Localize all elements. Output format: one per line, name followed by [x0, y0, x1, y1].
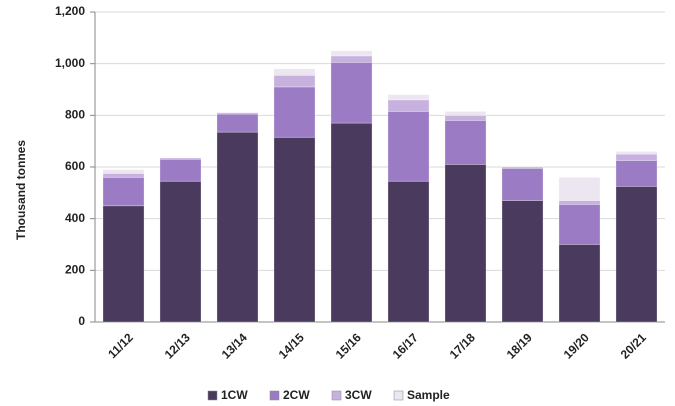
bar-segment — [444, 120, 487, 165]
y-tick-label: 0 — [78, 314, 85, 328]
x-tick-label: 16/17 — [390, 330, 421, 361]
bar-segment — [615, 160, 658, 187]
bar-segment — [273, 86, 316, 138]
bar-segment — [159, 180, 202, 323]
y-tick-label: 600 — [65, 159, 85, 173]
x-tick-label: 20/21 — [618, 330, 649, 361]
bar-segment — [501, 166, 544, 169]
x-tick-label: 11/12 — [105, 330, 136, 361]
legend-label: Sample — [407, 388, 450, 402]
bar-segment — [501, 167, 544, 201]
bar-segment — [273, 136, 316, 323]
x-tick-label: 15/16 — [333, 330, 364, 361]
bar-segment — [558, 204, 601, 245]
legend-swatch — [207, 390, 218, 401]
bar-segment — [387, 111, 430, 182]
legend-label: 3CW — [345, 388, 372, 402]
x-tick-label: 12/13 — [162, 330, 193, 361]
y-tick-label: 1,200 — [55, 4, 85, 18]
bar-segment — [273, 74, 316, 88]
x-tick-label: 18/19 — [504, 330, 535, 361]
bar-segment — [387, 99, 430, 112]
bar-segment — [216, 112, 259, 115]
x-tick-label: 14/15 — [276, 330, 307, 361]
bar-segment — [615, 151, 658, 155]
y-axis-label: Thousand tonnes — [14, 140, 28, 240]
legend-swatch — [269, 390, 280, 401]
bar-segment — [159, 158, 202, 182]
bar-segment — [216, 113, 259, 133]
bar-segment — [216, 131, 259, 323]
bar-segment — [330, 50, 373, 57]
x-tick-label: 17/18 — [447, 330, 478, 361]
legend-label: 2CW — [283, 388, 310, 402]
bar-segment — [387, 94, 430, 101]
y-tick-label: 800 — [65, 108, 85, 122]
legend-label: 1CW — [221, 388, 248, 402]
bar-segment — [558, 176, 601, 201]
bar-segment — [501, 200, 544, 323]
legend-swatch — [331, 390, 342, 401]
bar-segment — [102, 173, 145, 178]
bar-segment — [387, 180, 430, 323]
x-tick-label: 19/20 — [561, 330, 592, 361]
bar-segment — [102, 205, 145, 323]
bar-segment — [444, 111, 487, 116]
bar-segment — [330, 122, 373, 323]
bar-segment — [159, 157, 202, 160]
bar-segment — [330, 55, 373, 63]
y-tick-label: 400 — [65, 211, 85, 225]
bar-segment — [444, 164, 487, 323]
x-tick-label: 13/14 — [219, 330, 250, 361]
bar-segment — [558, 244, 601, 323]
bar-segment — [558, 200, 601, 205]
bar-segment — [615, 153, 658, 161]
bar-segment — [102, 176, 145, 207]
bar-segment — [444, 114, 487, 121]
bar-segment — [273, 68, 316, 76]
bar-segment — [102, 169, 145, 174]
bar-segment — [615, 185, 658, 323]
y-tick-label: 1,000 — [55, 56, 85, 70]
bar-segment — [330, 61, 373, 124]
legend-swatch — [393, 390, 404, 401]
y-tick-label: 200 — [65, 263, 85, 277]
